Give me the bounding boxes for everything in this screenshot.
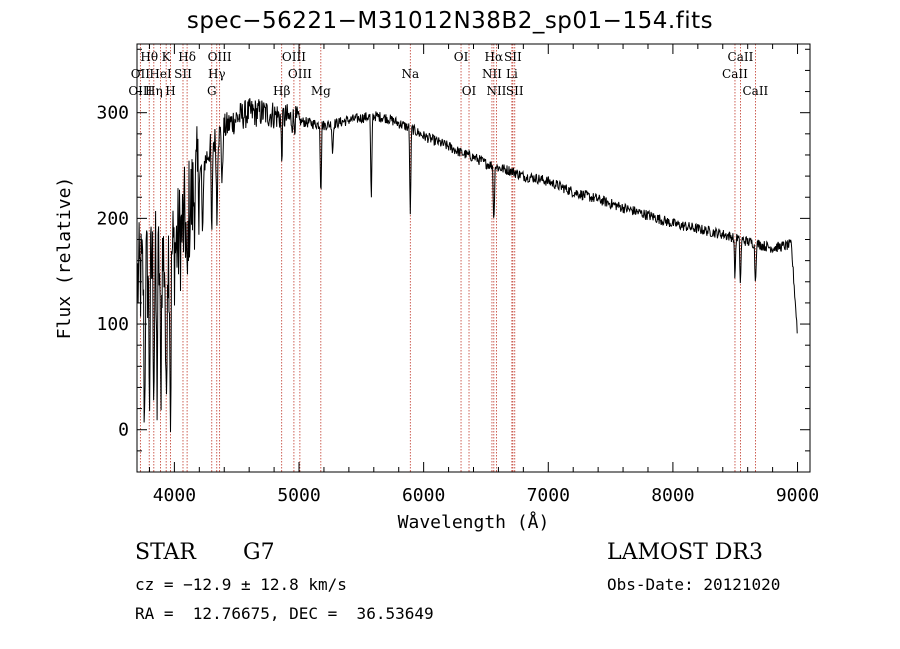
line-marker-label: OI	[462, 84, 477, 98]
line-marker-label: OIII	[208, 50, 232, 64]
line-marker-label: Hγ	[208, 67, 226, 81]
line-marker-label: Mg	[311, 84, 331, 98]
line-marker-label: OI	[454, 50, 469, 64]
line-marker-label: CaII	[742, 84, 768, 98]
line-marker-label: G	[207, 84, 217, 98]
coords-text: RA = 12.76675, DEC = 36.53649	[135, 604, 434, 623]
line-marker-label: Hβ	[273, 84, 290, 98]
plot-frame	[136, 43, 811, 473]
object-class: STAR	[135, 540, 196, 565]
survey-name: LAMOST DR3	[607, 540, 763, 565]
line-marker-label: Hη	[145, 84, 163, 98]
line-marker-label: OIII	[282, 50, 306, 64]
line-marker-label: OIII	[288, 67, 312, 81]
line-marker-label: Hα	[485, 50, 504, 64]
obs-date-text: Obs-Date: 20121020	[607, 575, 781, 594]
x-tick-label: 7000	[527, 485, 570, 506]
x-tick-label: 5000	[277, 485, 320, 506]
line-marker-label: H	[165, 84, 175, 98]
object-subclass: G7	[243, 540, 275, 565]
x-axis-label: Wavelength (Å)	[398, 511, 550, 533]
redshift-text: cz = −12.9 ± 12.8 km/s	[135, 575, 347, 594]
line-markers	[139, 44, 756, 472]
line-marker-label: SII	[174, 67, 192, 81]
line-marker-label: Hδ	[178, 50, 196, 64]
line-marker-label: SII	[504, 50, 522, 64]
line-marker-label: SII	[506, 84, 524, 98]
x-tick-label: 4000	[153, 485, 196, 506]
x-tick-label: 9000	[776, 485, 819, 506]
axes: 4000 5000 6000 7000 8000 9000 0 100 200 300	[96, 44, 819, 506]
x-tick-label: 8000	[651, 485, 694, 506]
line-marker-label: Na	[401, 67, 419, 81]
spectrum-line	[137, 98, 798, 433]
y-tick-label: 100	[96, 314, 129, 335]
line-marker-label: OIII	[128, 84, 152, 98]
line-marker-label: Li	[506, 67, 518, 81]
y-tick-label: 200	[96, 208, 129, 229]
line-marker-label: K	[162, 50, 172, 64]
line-marker-label: CaII	[728, 50, 754, 64]
line-marker-label: Hθ	[140, 50, 158, 64]
line-marker-label: NII	[482, 67, 502, 81]
line-marker-label: HeI	[149, 67, 172, 81]
y-axis-label: Flux (relative)	[54, 177, 75, 340]
line-marker-label: OII	[131, 67, 151, 81]
line-marker-label: NII	[486, 84, 506, 98]
y-tick-label: 300	[96, 103, 129, 124]
x-tick-label: 6000	[402, 485, 445, 506]
chart-title: spec−56221−M31012N38B2_sp01−154.fits	[186, 8, 714, 34]
line-marker-label: CaII	[722, 67, 748, 81]
y-tick-label: 0	[118, 420, 129, 441]
